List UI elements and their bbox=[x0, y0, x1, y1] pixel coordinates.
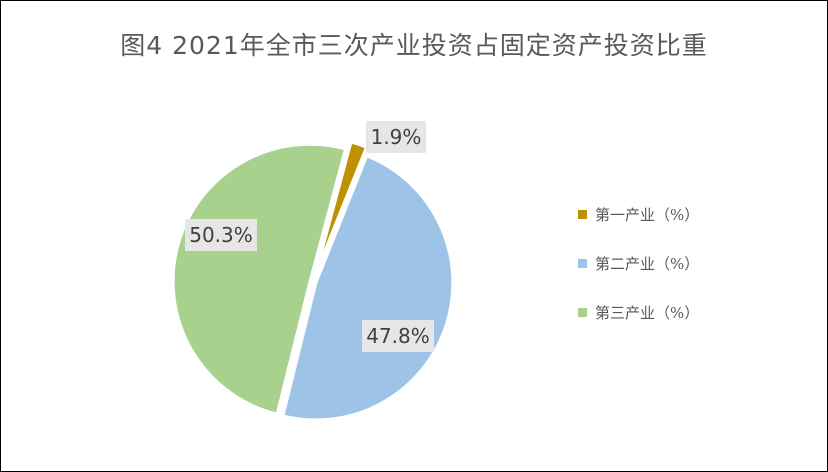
pie-slice-secondary bbox=[281, 153, 455, 422]
legend-item-tertiary: 第三产业（%） bbox=[578, 300, 699, 324]
legend-label-primary: 第一产业（%） bbox=[595, 205, 700, 224]
data-label-text-secondary: 47.8% bbox=[366, 324, 430, 348]
data-label-box-primary bbox=[366, 121, 426, 153]
data-label-text-tertiary: 50.3% bbox=[189, 223, 253, 247]
legend-swatch-secondary bbox=[578, 258, 587, 268]
legend-item-secondary: 第二产业（%） bbox=[578, 251, 699, 275]
legend-label-secondary: 第二产业（%） bbox=[595, 254, 700, 273]
data-label-box-tertiary bbox=[185, 219, 257, 251]
data-label-secondary: 47.8% bbox=[362, 320, 434, 352]
data-label-primary: 1.9% bbox=[366, 121, 426, 153]
legend-swatch-primary bbox=[578, 209, 587, 219]
chart-title: 图4 2021年全市三次产业投资占固定资产投资比重 bbox=[120, 31, 708, 60]
data-label-box-secondary bbox=[362, 320, 434, 352]
data-label-tertiary: 50.3% bbox=[185, 219, 257, 251]
legend: 第一产业（%） 第二产业（%） 第三产业（%） bbox=[578, 202, 699, 349]
legend-item-primary: 第一产业（%） bbox=[578, 202, 699, 226]
legend-label-tertiary: 第三产业（%） bbox=[595, 303, 700, 322]
pie-slice-tertiary bbox=[171, 142, 348, 417]
legend-swatch-tertiary bbox=[578, 307, 587, 317]
data-label-text-primary: 1.9% bbox=[371, 125, 422, 149]
